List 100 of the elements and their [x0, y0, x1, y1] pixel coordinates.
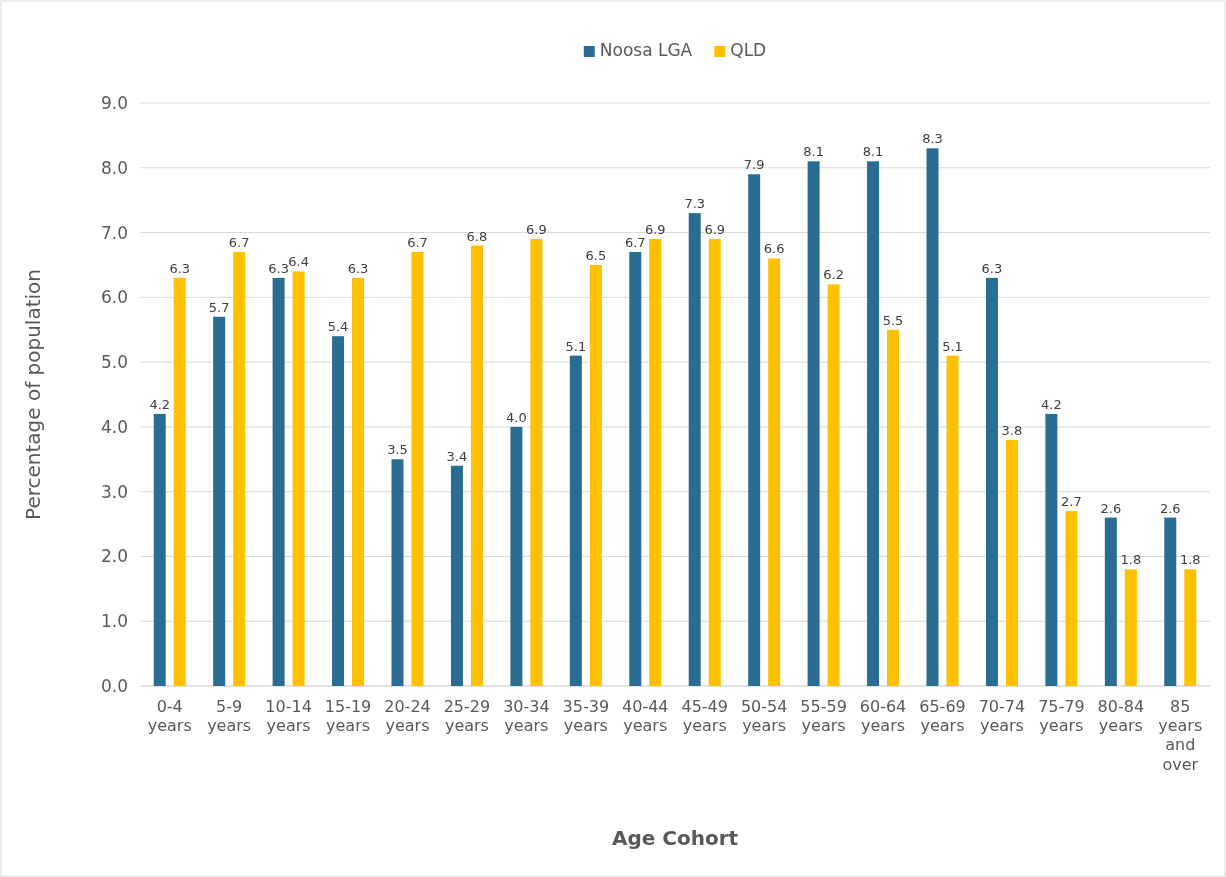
bar [649, 239, 662, 686]
data-label: 1.8 [1120, 552, 1142, 568]
x-tick-label: 25-29 years [443, 697, 491, 736]
y-tick-label: 3.0 [100, 481, 128, 502]
data-label: 1.8 [1179, 552, 1201, 568]
data-label: 6.2 [823, 267, 844, 283]
bar [292, 271, 305, 686]
data-label: 4.2 [1041, 396, 1062, 412]
data-label: 7.9 [743, 157, 765, 173]
data-label: 6.9 [644, 222, 666, 238]
data-label: 3.8 [1001, 422, 1023, 438]
bar [332, 336, 345, 686]
legend-label: QLD [730, 40, 767, 60]
data-label: 6.7 [407, 234, 428, 250]
data-label: 8.1 [803, 144, 824, 160]
x-tick-label: 70-74 years [978, 697, 1026, 736]
y-tick-label: 1.0 [100, 611, 128, 632]
bar [768, 258, 781, 686]
x-tick-label: 55-59 years [800, 697, 847, 736]
bar [1184, 569, 1197, 686]
y-tick-label: 8.0 [100, 157, 128, 178]
bar [629, 251, 642, 686]
data-label: 4.0 [506, 409, 527, 425]
data-label: 5.7 [208, 299, 230, 315]
data-label: 7.3 [684, 196, 706, 212]
x-tick-label: 10-14 years [265, 697, 312, 736]
data-label: 6.8 [466, 228, 488, 244]
x-tick-label: 15-19 years [324, 697, 372, 736]
bar [926, 148, 939, 686]
data-label: 8.1 [862, 144, 884, 160]
x-tick-label: 20-24 years [384, 697, 431, 736]
data-label: 3.4 [446, 448, 468, 464]
x-tick-label: 85 years and over [1158, 697, 1203, 774]
bar [450, 465, 463, 686]
bar [510, 426, 523, 686]
data-label: 5.5 [882, 312, 904, 328]
y-tick-label: 0.0 [100, 675, 128, 696]
bar [1164, 517, 1177, 686]
bar [272, 277, 285, 686]
bar [807, 161, 820, 686]
y-axis-title: Percentage of population [21, 269, 45, 520]
data-label: 6.9 [526, 222, 547, 238]
y-tick-label: 7.0 [100, 222, 128, 243]
data-label: 2.6 [1159, 500, 1181, 516]
x-tick-label: 30-34 years [503, 697, 550, 736]
y-tick-label: 6.0 [100, 287, 128, 308]
y-tick-label: 4.0 [100, 416, 128, 437]
data-label: 2.7 [1061, 494, 1082, 510]
bar [867, 161, 880, 686]
x-tick-label: 35-39 years [562, 697, 610, 736]
bar [887, 329, 900, 686]
bar [985, 277, 998, 686]
data-label: 8.3 [922, 131, 943, 147]
bar [589, 264, 602, 686]
data-label: 6.3 [169, 260, 191, 276]
bar [946, 355, 959, 686]
x-tick-label: 0-4 years [147, 697, 192, 736]
data-label: 6.9 [704, 222, 726, 238]
y-tick-label: 2.0 [100, 546, 128, 567]
bar [411, 251, 424, 686]
data-label: 6.3 [347, 260, 369, 276]
x-tick-label: 80-84 years [1097, 697, 1145, 736]
bar [1104, 517, 1117, 686]
x-tick-label: 5-9 years [207, 697, 252, 736]
bar [1065, 511, 1078, 686]
bar [352, 277, 365, 686]
x-axis-title: Age Cohort [611, 826, 739, 850]
x-tick-label: 60-64 years [859, 697, 907, 736]
data-label: 6.3 [981, 260, 1003, 276]
data-label: 6.7 [228, 234, 250, 250]
data-label: 5.1 [565, 338, 587, 354]
data-label: 3.5 [387, 442, 408, 458]
bar [1045, 413, 1058, 686]
y-tick-label: 9.0 [100, 92, 128, 113]
data-label: 4.2 [149, 396, 171, 412]
bar [530, 239, 543, 686]
bar [1005, 439, 1018, 686]
bar [233, 251, 246, 686]
bar [153, 413, 166, 686]
x-tick-label: 50-54 years [740, 697, 788, 736]
x-tick-label: 45-49 years [681, 697, 728, 736]
bar [213, 316, 226, 686]
bar [748, 174, 761, 686]
data-label: 5.1 [942, 338, 963, 354]
bar [708, 239, 721, 686]
bar [173, 277, 186, 686]
bar [827, 284, 840, 686]
data-label: 6.7 [624, 234, 646, 250]
bar [470, 245, 483, 686]
data-label: 6.6 [763, 241, 785, 257]
x-tick-label: 65-69 years [919, 697, 966, 736]
x-tick-label: 40-44 years [622, 697, 669, 736]
y-tick-label: 5.0 [100, 352, 128, 373]
data-label: 6.3 [268, 260, 289, 276]
bar [688, 213, 701, 686]
legend-label: Noosa LGA [599, 40, 693, 60]
bar [391, 459, 404, 686]
bar [569, 355, 582, 686]
x-tick-label: 75-79 years [1038, 697, 1085, 736]
data-label: 2.6 [1100, 500, 1122, 516]
